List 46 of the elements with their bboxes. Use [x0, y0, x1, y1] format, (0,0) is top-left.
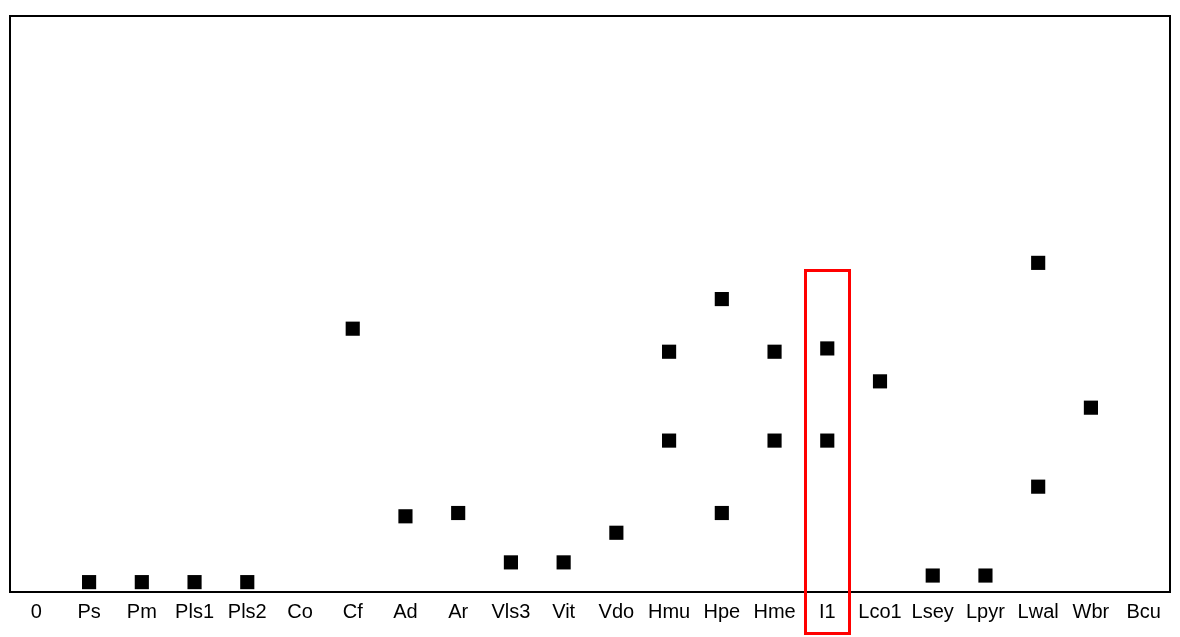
point — [872, 374, 888, 389]
x-tick-label: Lco1 — [858, 599, 902, 622]
point — [134, 575, 149, 590]
point — [767, 433, 782, 448]
point — [240, 575, 255, 590]
x-tick-label: Vit — [552, 599, 576, 622]
x-tick-label: Hmu — [647, 599, 691, 622]
point — [820, 433, 835, 448]
point — [187, 575, 202, 590]
x-tick-label: 0 — [30, 599, 42, 622]
point — [662, 344, 677, 359]
point — [503, 555, 518, 570]
x-tick-label: Ar — [448, 599, 469, 622]
point — [451, 505, 466, 521]
x-tick-label: Co — [287, 599, 313, 622]
point — [1083, 400, 1098, 415]
point — [714, 291, 729, 307]
x-tick-label: Wbr — [1072, 599, 1110, 622]
point — [556, 555, 571, 570]
point — [1031, 479, 1046, 494]
x-tick-label: Ps — [77, 599, 101, 622]
x-tick-label: Pls2 — [227, 599, 267, 622]
x-tick-label: Lpyr — [966, 599, 1006, 622]
x-tick-label: Bcu — [1126, 599, 1161, 622]
x-tick-label: Vdo — [598, 599, 635, 622]
x-tick-label: Hme — [753, 599, 796, 622]
x-tick-label: Vls3 — [491, 599, 531, 622]
point — [820, 341, 835, 356]
point — [767, 344, 782, 359]
x-tick-label: Lwal — [1017, 599, 1059, 622]
point — [82, 575, 97, 590]
x-tick-label: Hpe — [703, 599, 741, 622]
x-tick-label: I1 — [818, 599, 836, 622]
point — [978, 568, 993, 583]
point — [1031, 255, 1046, 270]
x-tick-label: Lsey — [911, 599, 954, 622]
point — [662, 433, 677, 448]
x-tick-label: Ad — [393, 599, 418, 622]
point — [714, 505, 729, 521]
point — [345, 321, 360, 336]
point — [398, 509, 413, 524]
point — [925, 568, 940, 583]
x-tick-label: Pls1 — [175, 599, 214, 622]
x-tick-label: Cf — [342, 599, 364, 622]
x-tick-label: Pm — [126, 599, 157, 622]
point — [609, 525, 624, 540]
